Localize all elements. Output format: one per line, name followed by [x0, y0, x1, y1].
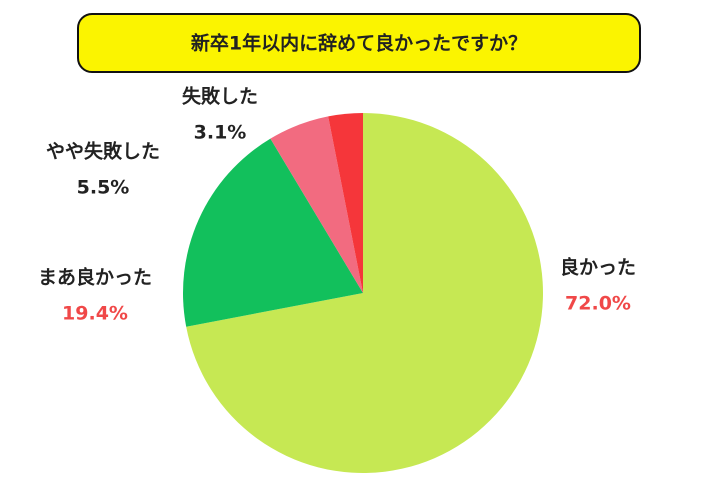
value-label: 5.5% [77, 177, 130, 199]
category-label: 失敗した [182, 85, 258, 108]
pie-slice [270, 116, 363, 293]
pie-slice [328, 113, 363, 293]
category-label: まあ良かった [38, 266, 152, 289]
category-label: やや失敗した [46, 140, 160, 163]
title-box [77, 13, 641, 73]
value-label: 72.0% [565, 293, 631, 315]
pie-slice [183, 138, 363, 327]
category-label: 良かった [560, 256, 636, 279]
pie-slice [186, 113, 543, 473]
value-label: 19.4% [62, 303, 128, 325]
chart-title: 新卒1年以内に辞めて良かったですか？ [191, 32, 527, 55]
value-label: 3.1% [194, 122, 247, 144]
